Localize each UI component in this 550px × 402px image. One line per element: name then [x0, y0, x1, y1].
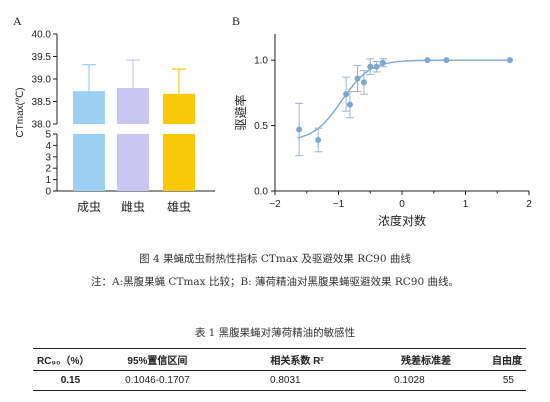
table-header-row: RC₉₀（%） 95%置信区间 相关系数 R² 残差标准差 自由度: [33, 348, 526, 371]
x-tick-label: −2: [269, 199, 281, 210]
x-category-label: 成虫: [77, 200, 101, 214]
bar-lower-1: [117, 134, 149, 191]
x-category-label: 雄虫: [167, 199, 191, 214]
y-axis-label: 驱避率: [233, 94, 248, 130]
fit-curve: [297, 59, 511, 139]
y-tick-label: 4: [45, 141, 51, 152]
header-residual-sd: 残差标准差: [327, 348, 456, 371]
data-point-3: [346, 101, 353, 108]
y-tick-label: 38.5: [32, 97, 52, 108]
cell-df: 55: [455, 370, 526, 391]
figure-caption: 图 4 果蝇成虫耐热性指标 CTmax 及驱避效果 RC90 曲线: [139, 253, 411, 265]
data-point-4: [354, 75, 361, 82]
data-point-0: [296, 126, 303, 133]
header-r2: 相关系数 R²: [206, 348, 328, 371]
bar-lower-0: [73, 134, 105, 191]
cell-ci: 0.1046-0.1707: [107, 370, 207, 391]
x-tick-label: −1: [333, 199, 345, 210]
data-point-9: [424, 57, 431, 64]
panel-b-label: B: [232, 14, 241, 28]
bar-lower-2: [163, 134, 195, 191]
y-tick-label: 1: [45, 175, 51, 186]
bar-upper-1: [117, 88, 149, 124]
cell-rc90: 0.15: [33, 370, 108, 391]
data-point-5: [360, 79, 367, 86]
chart-b-repellency-curve: −2 −1 0 1 2 0.0 0.5 1.0 浓度对数 驱避率: [233, 34, 532, 228]
table-row: 0.15 0.1046-0.1707 0.8031 0.1028 55: [33, 370, 526, 391]
cell-residual-sd: 0.1028: [327, 370, 456, 391]
y-tick-label: 3: [45, 152, 51, 163]
panel-a-label: A: [13, 14, 22, 28]
x-tick-label: 2: [526, 199, 532, 210]
x-tick-label: 0: [399, 199, 405, 210]
y-tick-label: 2: [45, 164, 51, 175]
cell-r2: 0.8031: [206, 370, 328, 391]
y-tick-label: 0: [45, 187, 51, 198]
y-tick-label: 39.5: [32, 52, 52, 63]
data-point-1: [315, 136, 322, 143]
data-point-11: [506, 57, 513, 64]
sensitivity-table: RC₉₀（%） 95%置信区间 相关系数 R² 残差标准差 自由度 0.15 0…: [33, 348, 526, 391]
header-ci: 95%置信区间: [107, 348, 207, 371]
y-tick-label: 40.0: [32, 30, 52, 41]
y-tick-label: 5: [45, 130, 51, 141]
x-category-label: 雌虫: [121, 199, 145, 214]
data-point-6: [367, 63, 374, 70]
y-tick-label: 39.0: [32, 75, 52, 86]
y-tick-label: 0.5: [254, 121, 268, 132]
y-tick-label: 1.0: [254, 56, 268, 67]
y-tick-label: 0.0: [254, 187, 268, 198]
table-caption: 表 1 黑腹果蝇对薄荷精油的敏感性: [194, 327, 356, 339]
bar-upper-2: [163, 93, 195, 124]
x-axis-label: 浓度对数: [378, 213, 426, 228]
x-tick-label: 1: [463, 199, 469, 210]
data-point-7: [373, 63, 380, 70]
y-axis-label: CTmax(℃): [15, 87, 26, 137]
header-df: 自由度: [455, 348, 526, 371]
figure-note: 注：A:黑腹果蝇 CTmax 比较；B: 薄荷精油对黑腹果蝇驱避效果 RC90 …: [90, 276, 460, 288]
data-point-10: [443, 57, 450, 64]
data-point-2: [343, 91, 350, 98]
bar-upper-0: [73, 91, 105, 124]
y-tick-label: 38.0: [32, 120, 52, 131]
data-point-8: [379, 59, 386, 66]
header-rc90: RC₉₀（%）: [33, 348, 108, 371]
